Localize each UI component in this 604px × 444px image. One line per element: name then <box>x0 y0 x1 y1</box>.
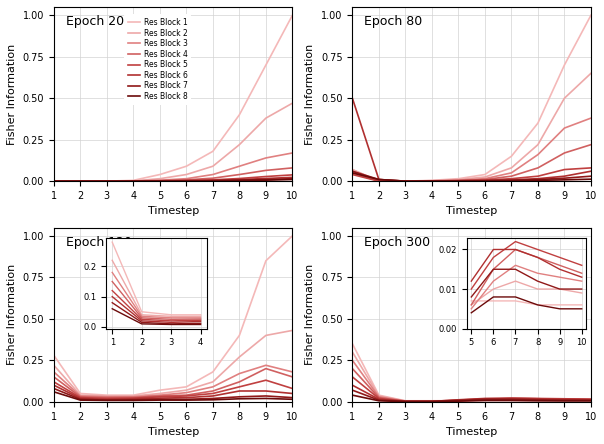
Legend: Res Block 1, Res Block 2, Res Block 3, Res Block 4, Res Block 5, Res Block 6, Re: Res Block 1, Res Block 2, Res Block 3, R… <box>124 14 191 105</box>
Y-axis label: Fisher Information: Fisher Information <box>7 264 17 365</box>
Text: Epoch 120: Epoch 120 <box>66 236 132 249</box>
Y-axis label: Fisher Information: Fisher Information <box>306 44 315 145</box>
X-axis label: Timestep: Timestep <box>147 206 199 216</box>
Y-axis label: Fisher Information: Fisher Information <box>7 44 17 145</box>
Y-axis label: Fisher Information: Fisher Information <box>306 264 315 365</box>
Text: Epoch 80: Epoch 80 <box>364 16 423 28</box>
Text: Epoch 20: Epoch 20 <box>66 16 124 28</box>
X-axis label: Timestep: Timestep <box>147 427 199 437</box>
Text: Epoch 300: Epoch 300 <box>364 236 431 249</box>
X-axis label: Timestep: Timestep <box>446 427 497 437</box>
X-axis label: Timestep: Timestep <box>446 206 497 216</box>
